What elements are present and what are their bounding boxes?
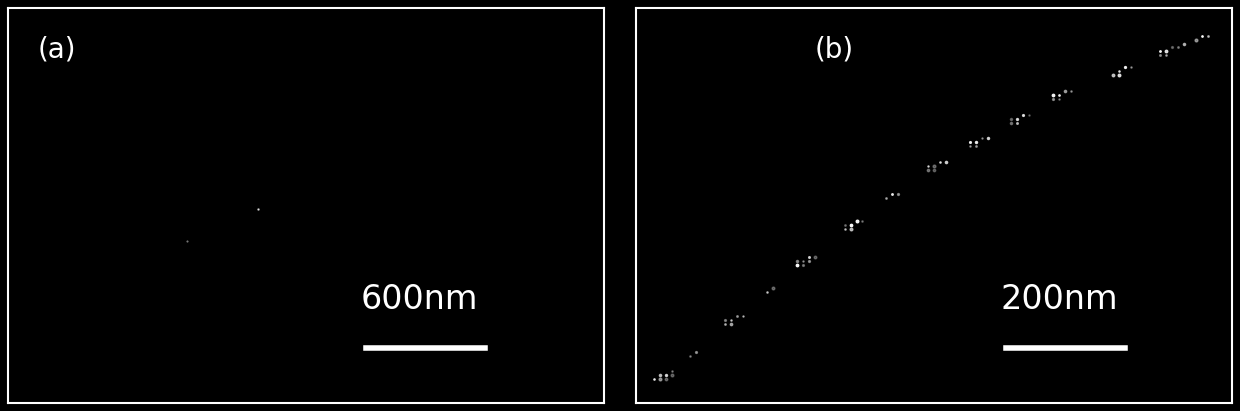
Text: 200nm: 200nm (1001, 283, 1118, 316)
Text: (a): (a) (37, 36, 77, 64)
Text: (b): (b) (815, 36, 854, 64)
Text: 600nm: 600nm (361, 283, 477, 316)
